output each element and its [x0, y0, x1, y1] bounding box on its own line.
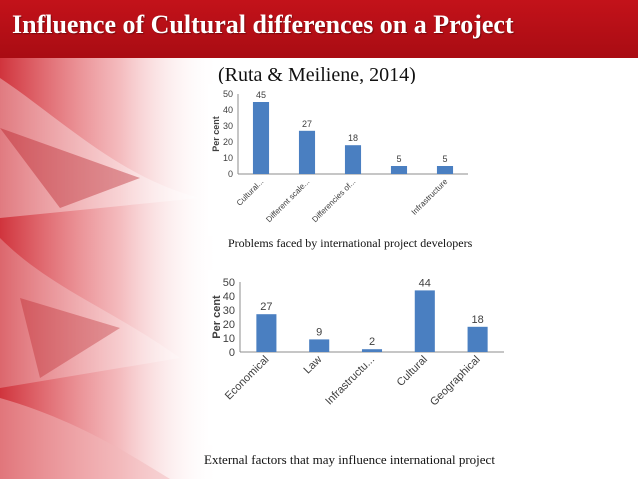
chart-problems-caption: Problems faced by international project … [228, 236, 473, 250]
chart-problems: Per cent 0 10 20 30 40 50 45 Cultural... 27 Differ… [208, 84, 476, 236]
chart2-bar [256, 314, 277, 352]
chart2-y-axis-label: Per cent [211, 295, 223, 339]
chart2-bar [467, 326, 488, 352]
chart1-bar [390, 166, 408, 174]
chart1-y-tick-label: 50 [223, 89, 233, 99]
chart2-category-label: Law [302, 354, 325, 377]
chart1-data-label: 5 [396, 154, 401, 164]
chart1-category-label: Cultural... [235, 177, 266, 208]
chart1-category-label: Differencies of... [310, 177, 357, 224]
chart2-y-tick-label: 40 [223, 291, 235, 303]
chart2-data-label: 9 [316, 326, 322, 338]
chart1-bar [436, 166, 454, 174]
chart2-y-tick-label: 10 [223, 333, 235, 345]
chart1-y-axis-label: Per cent [211, 116, 221, 152]
chart2-category-label: Infrastructu... [323, 354, 377, 408]
chart2-category-label: Cultural [395, 354, 430, 389]
background-decoration [0, 58, 220, 479]
chart1-data-label: 18 [348, 133, 358, 143]
chart2-y-tick-label: 50 [223, 277, 235, 289]
chart2-data-label: 44 [419, 277, 431, 289]
chart2-y-tick-label: 0 [229, 347, 235, 359]
chart1-bar [344, 145, 362, 174]
chart2-data-label: 27 [260, 301, 272, 313]
chart-external-factors-svg: Per cent 0 10 20 30 40 50 27 Economical 9 Law 2 Infr… [211, 277, 504, 409]
slide-title: Influence of Cultural differences on a P… [12, 10, 514, 39]
slide-subtitle: (Ruta & Meiliene, 2014) [218, 61, 463, 84]
chart2-category-label: Geographical [428, 354, 483, 409]
chart2-bar [309, 339, 330, 352]
chart1-data-label: 27 [302, 119, 312, 129]
chart2-bar [361, 349, 383, 352]
chart-problems-svg: Per cent 0 10 20 30 40 50 45 Cultural... 27 Differ… [211, 89, 468, 224]
chart2-data-label: 2 [369, 336, 375, 348]
chart2-y-tick-label: 20 [223, 319, 235, 331]
chart1-y-tick-label: 20 [223, 137, 233, 147]
chart2-y-tick-label: 30 [223, 305, 235, 317]
chart1-category-label: Infrastructure [410, 177, 450, 217]
chart1-y-tick-label: 40 [223, 105, 233, 115]
chart-external-factors-caption: External factors that may influence inte… [204, 452, 495, 467]
chart2-bar [414, 290, 435, 352]
chart1-data-label: 45 [256, 90, 266, 100]
chart2-data-label: 18 [471, 314, 483, 326]
title-bar: Influence of Cultural differences on a P… [0, 0, 638, 58]
chart2-category-label: Economical [223, 354, 272, 403]
chart-external-factors: Per cent 0 10 20 30 40 50 27 Economical 9 Law 2 Infr… [208, 270, 508, 445]
chart1-y-tick-label: 10 [223, 153, 233, 163]
chart1-category-label: Different scale... [264, 177, 311, 224]
chart1-y-tick-label: 0 [228, 169, 233, 179]
chart1-y-tick-label: 30 [223, 121, 233, 131]
chart1-bar [298, 130, 316, 174]
chart1-data-label: 5 [442, 154, 447, 164]
chart1-bar [252, 102, 270, 174]
